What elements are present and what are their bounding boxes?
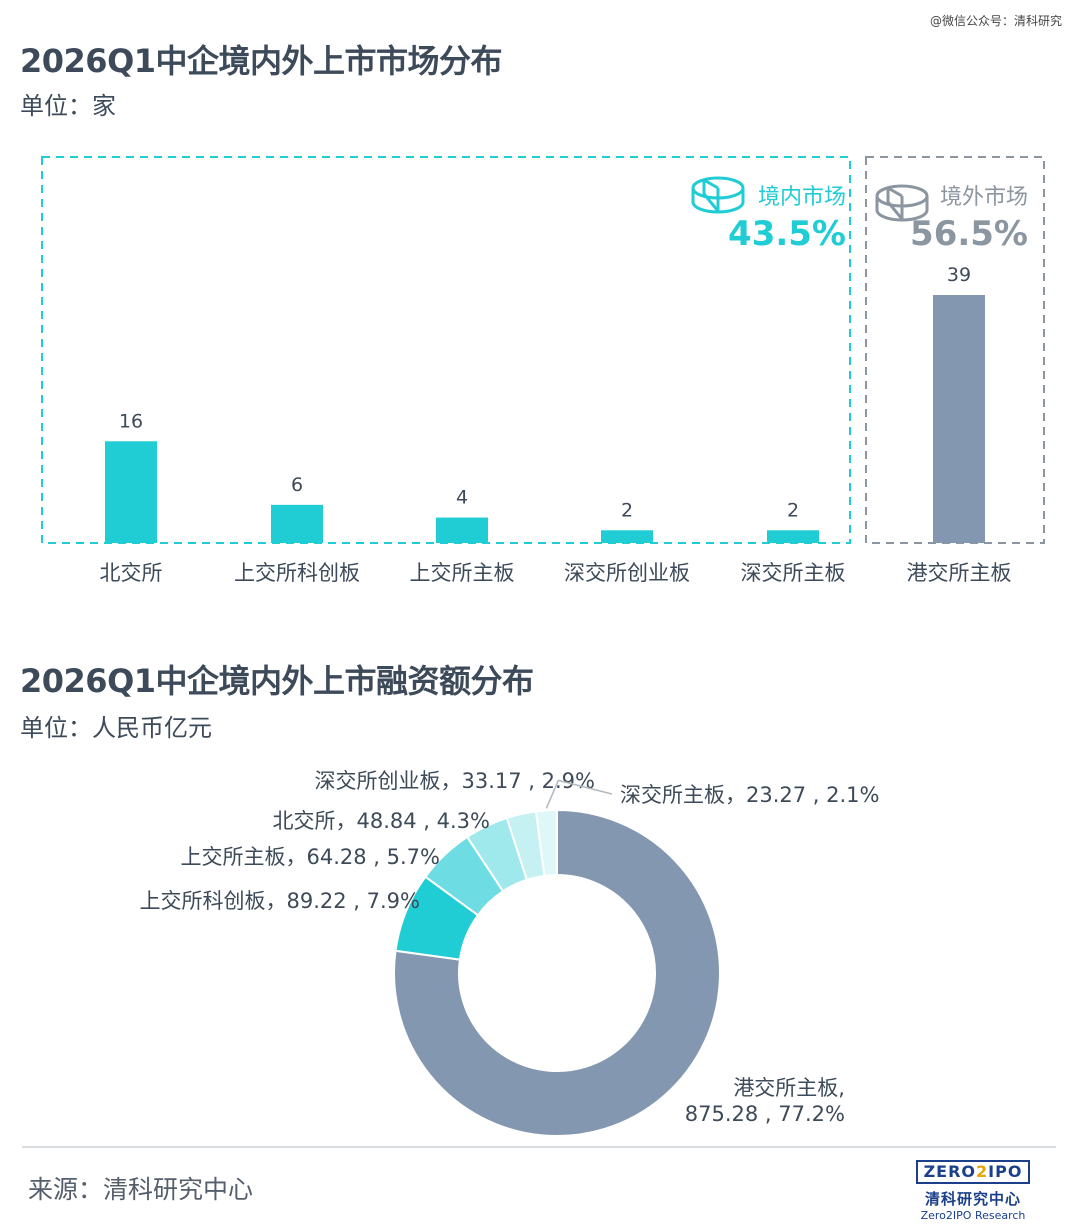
- slice-港交所主板: [393, 808, 721, 1137]
- slice-深交所主板: [534, 808, 558, 877]
- slice-label: 深交所主板，23.27 , 2.1%: [620, 783, 880, 807]
- watermark: @微信公众号：清科研究: [929, 14, 1062, 28]
- bar-value-label: 6: [291, 474, 303, 496]
- domestic-market-label: 境内市场: [758, 185, 846, 210]
- bar-value-label: 2: [621, 499, 633, 521]
- source-note: 来源：清科研究中心: [28, 1175, 254, 1204]
- chart1-title: 2026Q1中企境内外上市市场分布: [20, 42, 503, 80]
- chart2-title: 2026Q1中企境内外上市融资额分布: [20, 662, 534, 700]
- slice-label: 上交所科创板，89.22 , 7.9%: [140, 889, 421, 913]
- zero2ipo-logo: ZERO2IPO 清科研究中心 Zero2IPO Research: [908, 1160, 1038, 1222]
- chart1-unit: 单位：家: [20, 92, 116, 120]
- logo-en: Zero2IPO Research: [920, 1209, 1026, 1222]
- domestic-pie-icon: [691, 176, 745, 214]
- bar-chart: 境内市场 43.5% 境外市场 56.5% 16 北交所 6 上交所科创板 4 上交所主板…: [41, 156, 1045, 585]
- bar-value-label: 16: [119, 410, 143, 432]
- bar-上交所科创板: [271, 504, 323, 543]
- overseas-market-pct: 56.5%: [910, 214, 1028, 254]
- category-label: 深交所创业板: [564, 561, 690, 585]
- bar-value-label: 39: [947, 264, 971, 286]
- category-label: 深交所主板: [741, 561, 846, 585]
- logo-mark: ZERO2IPO: [915, 1160, 1031, 1184]
- overseas-market-label: 境外市场: [940, 185, 1028, 210]
- overseas-market-frame: [865, 156, 1045, 544]
- bar-value-label: 2: [787, 499, 799, 521]
- slice-label: 深交所创业板，33.17 , 2.9%: [315, 769, 596, 793]
- overseas-pie-icon: [875, 184, 929, 222]
- category-label: 港交所主板: [907, 561, 1012, 585]
- bar-上交所主板: [436, 517, 488, 543]
- logo-cn: 清科研究中心: [924, 1190, 1021, 1208]
- slice-label-line2: 875.28 , 77.2%: [685, 1102, 845, 1126]
- bar-深交所创业板: [601, 530, 653, 543]
- bar-value-label: 4: [456, 487, 468, 509]
- slice-label: 上交所主板，64.28 , 5.7%: [181, 845, 441, 869]
- category-label: 上交所科创板: [234, 561, 360, 585]
- slice-label: 北交所，48.84 , 4.3%: [273, 809, 491, 833]
- domestic-market-pct: 43.5%: [728, 214, 846, 254]
- bar-深交所主板: [767, 530, 819, 543]
- chart2-unit: 单位：人民币亿元: [20, 714, 212, 742]
- donut-chart: 港交所主板,875.28 , 77.2% 上交所科创板，89.22 , 7.9% 上…: [140, 769, 880, 1137]
- bar-港交所主板: [933, 295, 985, 543]
- bar-北交所: [105, 441, 157, 543]
- category-label: 北交所: [100, 561, 163, 585]
- slice-label: 港交所主板,: [733, 1076, 845, 1100]
- leader-line: [545, 779, 613, 809]
- footer-divider: [22, 1146, 1056, 1148]
- category-label: 上交所主板: [410, 561, 515, 585]
